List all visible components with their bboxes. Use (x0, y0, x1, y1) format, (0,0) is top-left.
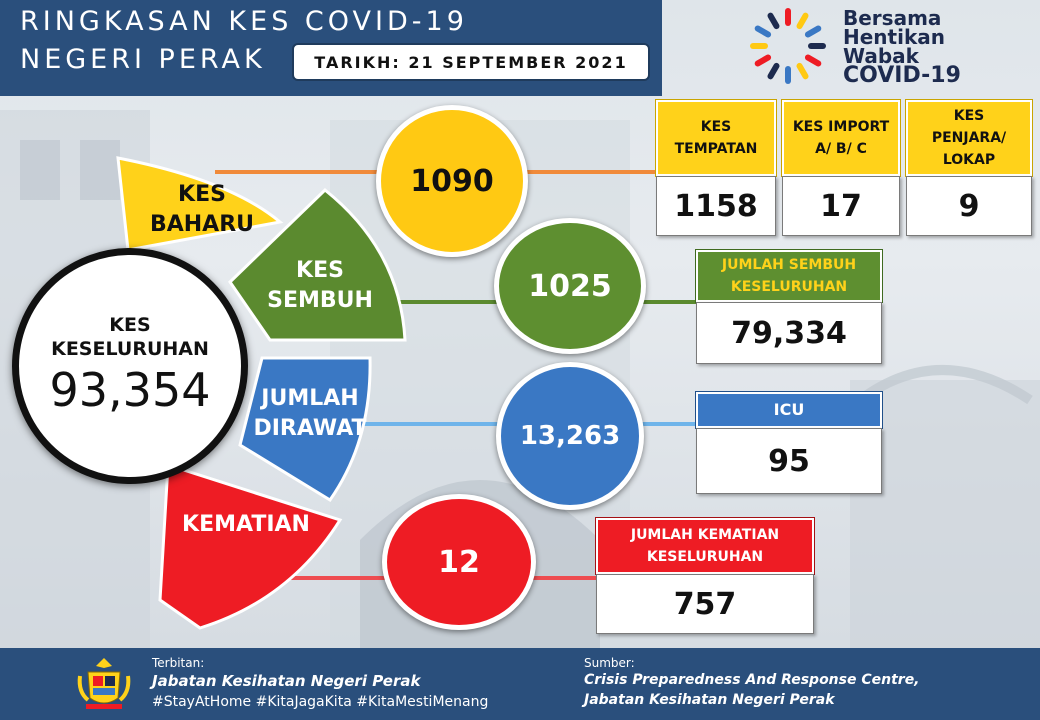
sector-baharu-label: KES BAHARU (149, 182, 255, 237)
circle-kes-baharu: 1090 (376, 105, 528, 257)
label-kes-tempatan: KES TEMPATAN (656, 100, 776, 176)
sector-dirawat-label: JUMLAH DIRAWAT (253, 386, 367, 441)
sector-kematian-label: KEMATIAN (182, 512, 310, 537)
value-kes-penjara: 9 (906, 176, 1032, 236)
sector-sembuh-label: KES SEMBUH (267, 258, 373, 313)
source-line-1: Crisis Preparedness And Response Centre, (584, 672, 920, 688)
circle-jumlah-dirawat: 13,263 (496, 362, 644, 510)
label-jumlah-sembuh: JUMLAH SEMBUH KESELURUHAN (696, 250, 882, 302)
coat-of-arms-icon (77, 658, 131, 709)
label-icu: ICU (696, 392, 882, 428)
label-jumlah-kematian: JUMLAH KEMATIAN KESELURUHAN (596, 518, 814, 574)
value-jumlah-sembuh: 79,334 (696, 302, 882, 364)
page-subtitle: NEGERI PERAK (20, 44, 266, 75)
sector-baharu (116, 156, 284, 252)
value-jumlah-kematian: 757 (596, 574, 814, 634)
date-badge: TARIKH: 21 SEPTEMBER 2021 (292, 43, 650, 81)
value-kes-import: 17 (782, 176, 900, 236)
total-cases-circle: KES KESELURUHAN 93,354 (12, 248, 248, 484)
total-cases-label: KES KESELURUHAN (51, 314, 209, 360)
value-icu: 95 (696, 428, 882, 494)
circle-kematian: 12 (382, 494, 536, 630)
source-label: Sumber: (584, 656, 635, 670)
campaign-logo-icon (750, 8, 826, 84)
sector-kematian (158, 462, 343, 630)
publisher-name: Jabatan Kesihatan Negeri Perak (152, 672, 421, 690)
hashtags: #StayAtHome #KitaJagaKita #KitaMestiMena… (152, 694, 489, 710)
sector-sembuh (228, 188, 407, 342)
page-title: RINGKASAN KES COVID-19 (20, 6, 468, 37)
campaign-logo-text: Bersama Hentikan Wabak COVID-19 (843, 6, 961, 88)
label-kes-penjara: KES PENJARA/LOKAP (906, 100, 1032, 176)
value-kes-tempatan: 1158 (656, 176, 776, 236)
footer-bar: Terbitan: Jabatan Kesihatan Negeri Perak… (0, 648, 1040, 720)
total-cases-value: 93,354 (49, 363, 211, 417)
sector-fan (116, 156, 407, 630)
publisher-label: Terbitan: (152, 656, 205, 670)
header-banner: RINGKASAN KES COVID-19 NEGERI PERAK TARI… (0, 0, 662, 96)
source-line-2: Jabatan Kesihatan Negeri Perak (584, 692, 835, 708)
circle-kes-sembuh: 1025 (494, 218, 646, 354)
sector-dirawat (238, 356, 372, 503)
label-kes-import: KES IMPORT A/ B/ C (782, 100, 900, 176)
